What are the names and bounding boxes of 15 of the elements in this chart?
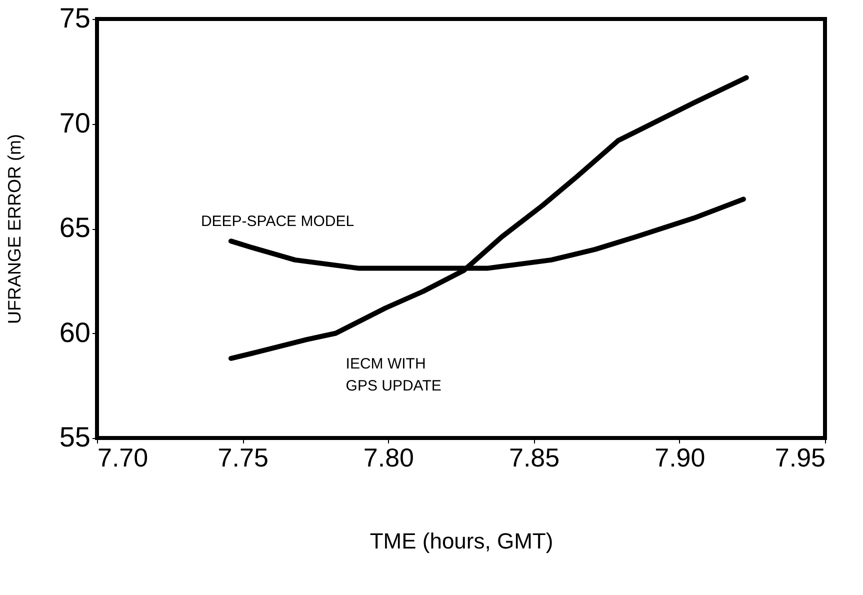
x-tick-label: 7.80	[363, 442, 414, 472]
y-tick-label: 70	[59, 107, 90, 138]
x-axis-title: TME (hours, GMT)	[370, 528, 554, 554]
series-label: IECM WITH GPS UPDATE	[346, 355, 442, 394]
y-tick-label: 55	[59, 422, 90, 452]
x-tick-label: 7.70	[98, 442, 148, 472]
y-axis-title: UFRANGE ERROR (m)	[4, 134, 24, 324]
x-tick-label: 7.90	[654, 442, 706, 472]
x-tick-label: 7.95	[774, 442, 826, 472]
y-tick-label: 60	[59, 316, 90, 348]
x-tick-label: 7.75	[218, 442, 268, 472]
text: DEEP-SPACE MODEL	[200, 213, 354, 230]
y-tick-label: 65	[59, 212, 90, 243]
y-tick-label: 75	[59, 2, 90, 34]
x-tick-label: 7.85	[508, 442, 560, 472]
